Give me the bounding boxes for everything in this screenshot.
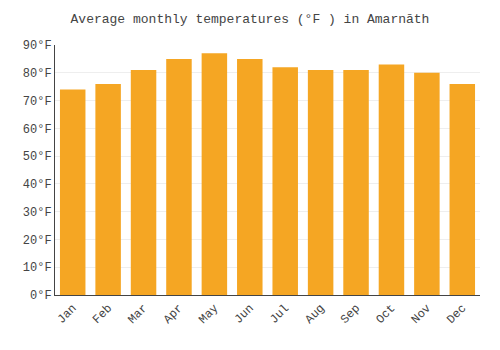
svg-text:Nov: Nov xyxy=(409,302,434,327)
svg-text:Apr: Apr xyxy=(161,302,186,327)
svg-text:Oct: Oct xyxy=(373,302,398,327)
svg-text:0°F: 0°F xyxy=(30,289,52,303)
svg-text:Average monthly temperatures (: Average monthly temperatures (°F ) in Am… xyxy=(71,12,430,27)
svg-text:Mar: Mar xyxy=(125,302,150,327)
svg-text:20°F: 20°F xyxy=(23,234,52,248)
svg-text:60°F: 60°F xyxy=(23,123,52,137)
svg-text:30°F: 30°F xyxy=(23,206,52,220)
svg-text:70°F: 70°F xyxy=(23,95,52,109)
svg-text:10°F: 10°F xyxy=(23,261,52,275)
svg-text:Jan: Jan xyxy=(55,302,80,327)
svg-text:Aug: Aug xyxy=(303,302,328,327)
svg-text:Jun: Jun xyxy=(232,302,257,327)
svg-text:50°F: 50°F xyxy=(23,150,52,164)
svg-text:Sep: Sep xyxy=(338,302,363,327)
svg-text:Jul: Jul xyxy=(267,302,292,327)
svg-text:90°F: 90°F xyxy=(23,39,52,53)
svg-text:Feb: Feb xyxy=(90,302,115,327)
svg-text:May: May xyxy=(196,302,221,327)
svg-text:40°F: 40°F xyxy=(23,178,52,192)
svg-text:80°F: 80°F xyxy=(23,67,52,81)
svg-text:Dec: Dec xyxy=(444,302,469,327)
